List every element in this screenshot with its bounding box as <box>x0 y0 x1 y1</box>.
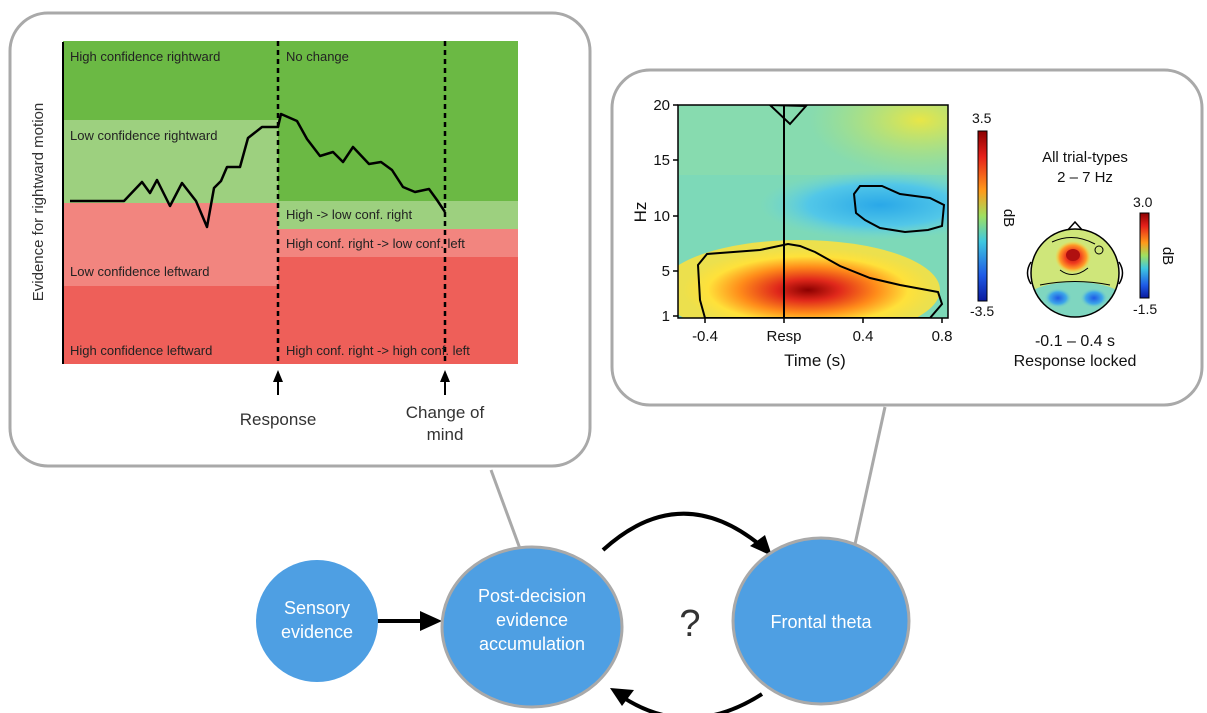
label-high-right: High confidence rightward <box>70 49 220 64</box>
topo-title-2: 2 – 7 Hz <box>1057 169 1113 186</box>
label-right-to-high-left: High conf. right -> high conf. left <box>286 343 470 358</box>
post-label-2: evidence <box>496 610 568 630</box>
topo-colorbar <box>1139 212 1150 299</box>
post-label-1: Post-decision <box>478 586 586 606</box>
band-high-left-pre <box>63 286 278 364</box>
frontal-label: Frontal theta <box>770 612 872 632</box>
label-low-left: Low confidence leftward <box>70 264 209 279</box>
change-of-mind-label-1: Change of <box>406 403 485 422</box>
band-right-to-low-left <box>278 229 518 257</box>
sensory-label-2: evidence <box>281 622 353 642</box>
scalp-topography <box>1026 220 1124 318</box>
evidence-trace <box>70 112 447 229</box>
label-high-to-low-right: High -> low conf. right <box>286 207 412 222</box>
topo-colorbar-min: -1.5 <box>1133 301 1157 317</box>
topo-colorbar-unit: dB <box>1159 247 1176 265</box>
confidence-bands <box>63 41 518 364</box>
frontal-to-post-arrow-icon <box>610 688 764 713</box>
node-sensory-evidence <box>256 560 378 682</box>
sensory-to-post-arrow-icon <box>373 611 442 631</box>
change-of-mind-label-2: mind <box>427 425 464 444</box>
band-high-right <box>63 41 518 120</box>
change-of-mind-arrow-icon <box>440 370 450 395</box>
node-post-decision <box>440 545 624 709</box>
ytick-15: 15 <box>653 152 670 169</box>
colorbar-min: -3.5 <box>970 303 994 319</box>
heatmap-xlabel: Time (s) <box>784 351 846 370</box>
heatmap-y-ticks <box>673 104 678 317</box>
band-low-left-pre <box>63 203 278 286</box>
ytick-20: 20 <box>653 97 670 114</box>
ytick-5: 5 <box>662 263 670 280</box>
band-right-to-high-left <box>278 257 518 364</box>
time-frequency-heatmap <box>678 105 948 318</box>
xtick-resp: Resp <box>766 328 801 345</box>
question-mark: ? <box>679 603 700 645</box>
label-right-to-low-left: High conf. right -> low conf. left <box>286 236 465 251</box>
heatmap-x-ticks <box>704 318 943 323</box>
topo-caption-2: Response locked <box>1014 353 1137 370</box>
node-frontal-theta <box>731 536 911 706</box>
colorbar-max: 3.5 <box>972 110 992 126</box>
xtick-neg04: -0.4 <box>692 328 718 345</box>
colorbar-unit: dB <box>1000 209 1017 227</box>
topo-title-1: All trial-types <box>1042 149 1128 166</box>
post-to-frontal-arrow-icon <box>601 511 772 556</box>
response-label: Response <box>240 410 317 429</box>
ytick-10: 10 <box>653 208 670 225</box>
ytick-1: 1 <box>662 308 670 325</box>
heatmap-frame <box>677 104 949 319</box>
heatmap-colorbar <box>977 130 988 302</box>
post-label-3: accumulation <box>479 634 585 654</box>
label-high-left: High confidence leftward <box>70 343 212 358</box>
xtick-04: 0.4 <box>853 328 874 345</box>
connector-right-panel <box>850 406 887 559</box>
xtick-08: 0.8 <box>932 328 953 345</box>
response-arrow-icon <box>273 370 283 395</box>
band-high-right-post <box>278 120 518 201</box>
band-high-to-low-right <box>278 201 518 229</box>
left-ylabel: Evidence for rightward motion <box>30 103 47 301</box>
topo-colorbar-max: 3.0 <box>1133 194 1153 210</box>
topo-caption-1: -0.1 – 0.4 s <box>1035 333 1115 350</box>
heatmap-ylabel: Hz <box>631 202 650 223</box>
label-no-change: No change <box>286 49 349 64</box>
sensory-label-1: Sensory <box>284 598 350 618</box>
label-low-right: Low confidence rightward <box>70 128 217 143</box>
